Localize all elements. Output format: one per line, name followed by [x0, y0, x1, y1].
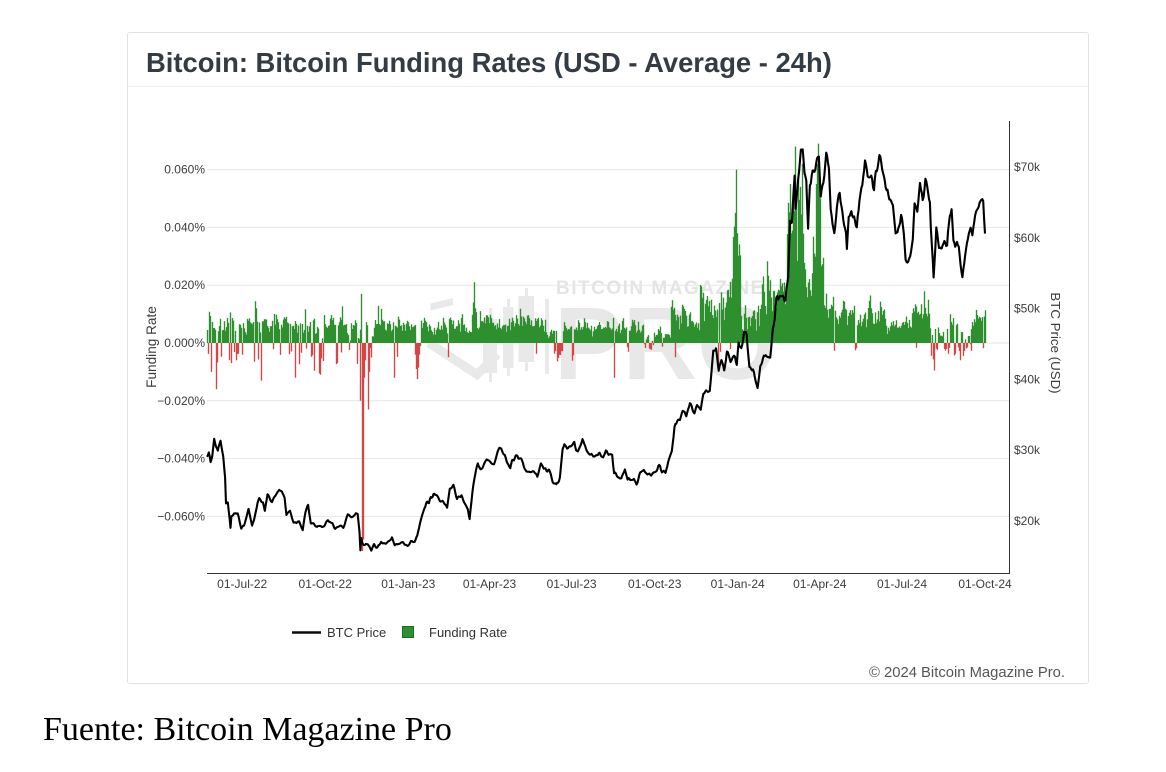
- svg-text:01-Oct-22: 01-Oct-22: [299, 577, 353, 591]
- svg-text:© 2024 Bitcoin Magazine Pro.: © 2024 Bitcoin Magazine Pro.: [869, 665, 1065, 681]
- svg-text:01-Jul-24: 01-Jul-24: [877, 577, 927, 591]
- svg-text:−0.020%: −0.020%: [157, 394, 205, 408]
- svg-text:$30k: $30k: [1014, 443, 1041, 457]
- svg-text:01-Jan-24: 01-Jan-24: [711, 577, 765, 591]
- svg-text:01-Apr-24: 01-Apr-24: [793, 577, 847, 591]
- svg-text:0.020%: 0.020%: [164, 278, 205, 292]
- svg-text:01-Jul-22: 01-Jul-22: [217, 577, 267, 591]
- svg-text:$60k: $60k: [1014, 231, 1041, 245]
- svg-text:BITCOIN MAGAZINE: BITCOIN MAGAZINE: [556, 278, 765, 299]
- svg-text:$50k: $50k: [1014, 302, 1041, 316]
- svg-text:0.060%: 0.060%: [164, 163, 205, 177]
- svg-text:$40k: $40k: [1014, 372, 1041, 386]
- svg-text:−0.040%: −0.040%: [157, 452, 205, 466]
- svg-text:Funding Rate: Funding Rate: [429, 625, 507, 640]
- svg-text:01-Jul-23: 01-Jul-23: [547, 577, 597, 591]
- svg-text:−0.060%: −0.060%: [157, 509, 205, 523]
- svg-text:01-Apr-23: 01-Apr-23: [463, 577, 517, 591]
- svg-text:BTC Price: BTC Price: [327, 625, 386, 640]
- svg-text:$20k: $20k: [1014, 514, 1041, 528]
- svg-text:0.040%: 0.040%: [164, 220, 205, 234]
- svg-text:01-Oct-24: 01-Oct-24: [958, 577, 1012, 591]
- svg-text:BTC Price (USD): BTC Price (USD): [1048, 292, 1063, 393]
- svg-text:$70k: $70k: [1014, 160, 1041, 174]
- svg-text:01-Jan-23: 01-Jan-23: [381, 577, 435, 591]
- svg-text:Funding Rate: Funding Rate: [144, 306, 159, 388]
- svg-text:01-Oct-23: 01-Oct-23: [628, 577, 682, 591]
- svg-text:0.000%: 0.000%: [164, 336, 205, 350]
